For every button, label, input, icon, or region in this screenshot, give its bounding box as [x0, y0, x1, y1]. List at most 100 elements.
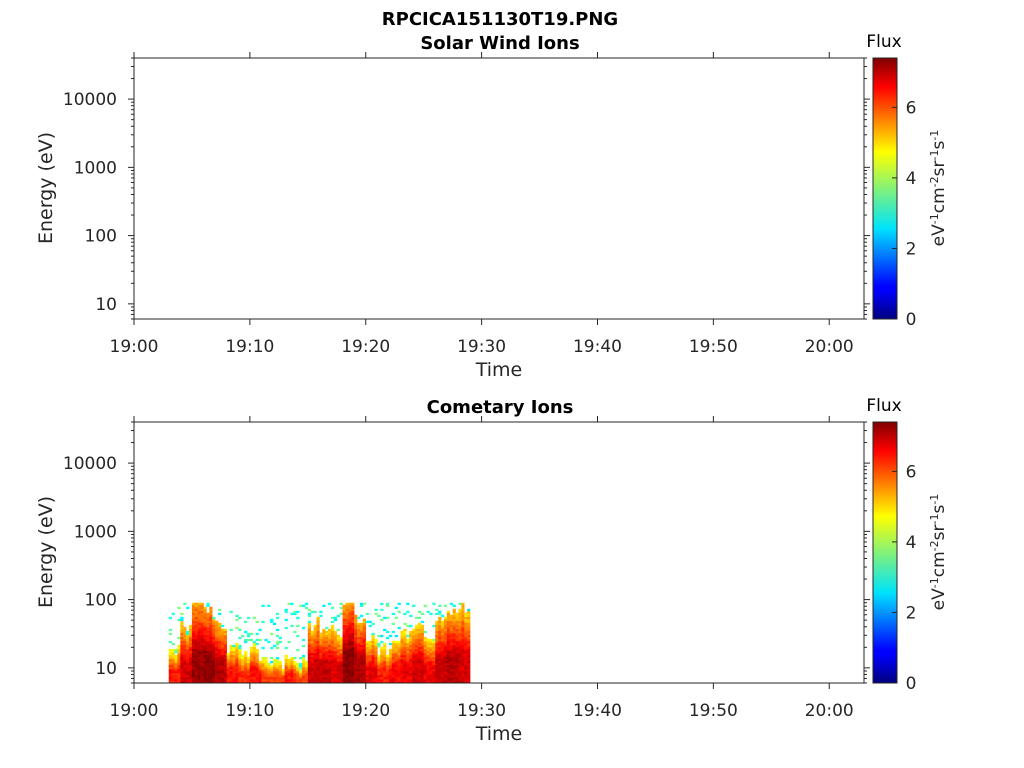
- spectrogram-cell: [394, 666, 398, 670]
- spectrogram-cell: [397, 674, 401, 678]
- spectrogram-cell: [220, 636, 225, 640]
- spectrogram-cell: [189, 648, 193, 652]
- spectrogram-cell: [197, 644, 201, 648]
- spectrogram-cell: [359, 634, 364, 638]
- spectrogram-cell: [203, 654, 207, 658]
- spectrogram-cell: [383, 644, 387, 648]
- spectrogram-cell: [423, 676, 427, 680]
- spectrogram-cell: [168, 632, 172, 636]
- spectrogram-cell: [191, 648, 196, 652]
- spectrogram-cell: [464, 634, 468, 638]
- spectrogram-cell: [342, 618, 346, 622]
- spectrogram-cell: [464, 632, 468, 636]
- spectrogram-cell: [443, 642, 448, 646]
- spectrogram-cell: [313, 668, 317, 672]
- spectrogram-cell: [258, 678, 262, 682]
- spectrogram-cell: [180, 660, 184, 664]
- spectrogram-cell: [220, 652, 225, 656]
- spectrogram-cell: [443, 626, 448, 630]
- spectrogram-cell: [174, 670, 178, 674]
- spectrogram-cell: [206, 634, 210, 638]
- x-tick-label: 19:10: [225, 701, 274, 721]
- spectrogram-cell: [406, 678, 410, 682]
- spectrogram-cell: [304, 676, 309, 680]
- spectrogram-cell: [209, 652, 213, 656]
- spectrogram-cell: [333, 650, 338, 654]
- spectrogram-cell: [307, 662, 312, 666]
- spectrogram-cell: [218, 640, 222, 644]
- spectrogram-cell: [351, 610, 355, 614]
- spectrogram-cell: [261, 658, 265, 662]
- spectrogram-cell: [281, 672, 285, 676]
- spectrogram-cell: [209, 662, 213, 666]
- spectrogram-cell: [258, 664, 262, 668]
- spectrogram-cell: [197, 608, 201, 612]
- spectrogram-cell: [183, 634, 187, 638]
- spectrogram-cell: [273, 662, 277, 666]
- spectrogram-cell: [313, 656, 317, 660]
- spectrogram-cell: [220, 656, 225, 660]
- spectrogram-cell: [302, 672, 306, 676]
- spectrogram-cell: [171, 660, 175, 664]
- spectrogram-cell: [255, 666, 259, 670]
- spectrogram-cell: [209, 648, 213, 652]
- spectrogram-cell: [229, 662, 233, 666]
- spectrogram-cell: [455, 664, 459, 668]
- spectrogram-cell: [423, 660, 427, 664]
- spectrogram-cell: [458, 640, 462, 644]
- spectrogram-cell: [342, 632, 346, 636]
- spectrogram-cell: [359, 638, 364, 642]
- spectrogram-cell: [197, 666, 201, 670]
- spectrogram-cell: [168, 652, 172, 656]
- spectrogram-cell: [197, 648, 201, 652]
- spectrogram-cell: [423, 652, 427, 656]
- spectrogram-cell: [258, 670, 262, 674]
- spectrogram-cell: [458, 650, 462, 654]
- spectrogram-cell: [339, 612, 343, 616]
- spectrogram-cell: [394, 648, 398, 652]
- spectrogram-cell: [194, 672, 199, 676]
- spectrogram-cell: [354, 670, 358, 674]
- spectrogram-cell: [414, 624, 419, 628]
- spectrogram-cell: [206, 650, 210, 654]
- spectrogram-cell: [359, 628, 364, 632]
- x-axis-solar-wind-ions: 19:00 19:10 19:20 19:30 19:40 19:50 20:00: [110, 52, 854, 357]
- spectrogram-cell: [339, 644, 343, 648]
- spectrogram-cell: [206, 640, 210, 644]
- spectrogram-cell: [458, 610, 462, 614]
- spectrogram-cell: [267, 672, 271, 676]
- spectrogram-cell: [435, 650, 439, 654]
- spectrogram-cell: [362, 624, 367, 628]
- spectrogram-cell: [212, 646, 216, 650]
- spectrogram-cell: [267, 680, 271, 684]
- spectrogram-cell: [304, 670, 309, 674]
- spectrogram-cell: [304, 678, 309, 682]
- spectrogram-cell: [359, 678, 364, 682]
- spectrogram-cell: [391, 666, 396, 670]
- spectrogram-cell: [333, 634, 338, 638]
- spectrogram-cell: [374, 678, 378, 682]
- spectrogram-cell: [177, 648, 181, 652]
- spectrogram-cell: [180, 668, 184, 672]
- spectrogram-cell: [307, 652, 312, 656]
- spectrogram-cell: [406, 638, 410, 642]
- spectrogram-cell: [409, 646, 413, 650]
- spectrogram-cell: [290, 668, 294, 672]
- spectrogram-cell: [223, 662, 227, 666]
- spectrogram-cell: [377, 644, 381, 648]
- spectrogram-cell: [177, 654, 181, 658]
- spectrogram-cell: [420, 648, 424, 652]
- spectrogram-cell: [238, 674, 242, 678]
- spectrogram-cell: [290, 656, 294, 660]
- spectrogram-cell: [362, 650, 367, 654]
- spectrogram-cell: [467, 646, 471, 650]
- spectrogram-cell: [168, 678, 172, 682]
- spectrogram-cell: [322, 654, 326, 658]
- spectrogram-cell: [458, 634, 462, 638]
- spectrogram-cell: [296, 664, 300, 668]
- spectrogram-cell: [406, 664, 410, 668]
- spectrogram-cell: [330, 678, 335, 682]
- spectrogram-cell: [226, 658, 230, 662]
- spectrogram-cell: [191, 626, 196, 630]
